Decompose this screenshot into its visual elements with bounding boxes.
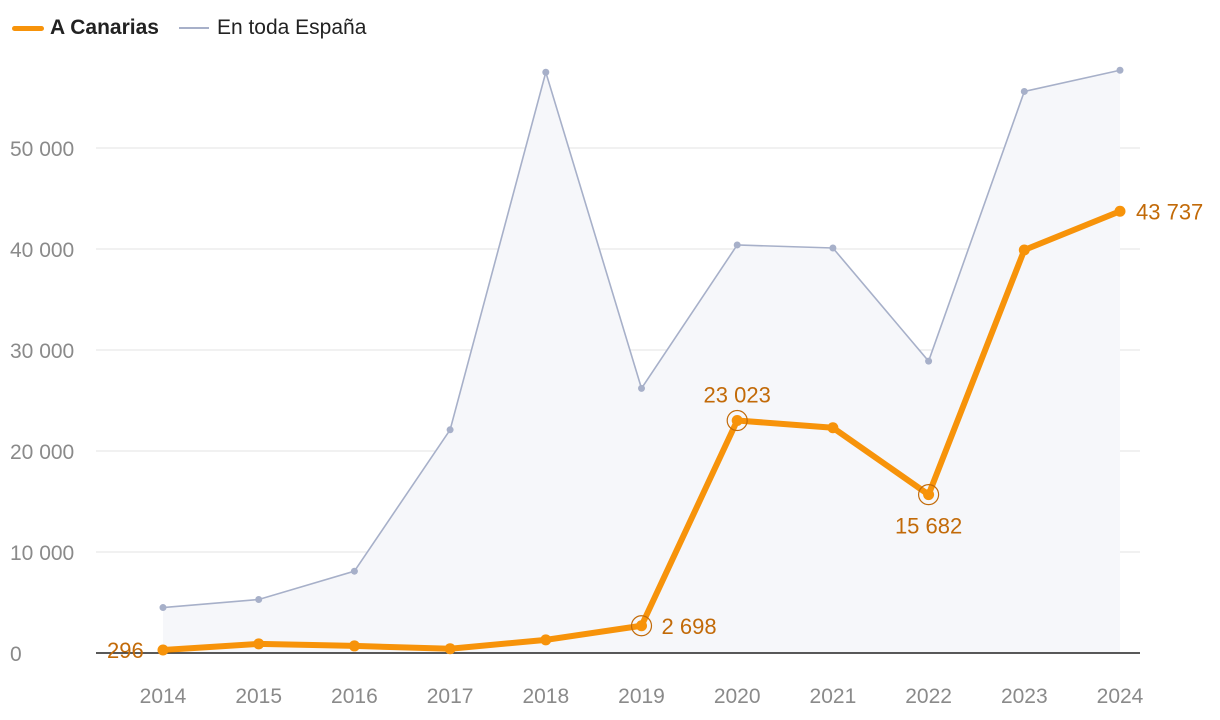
x-tick-label: 2020: [714, 685, 761, 708]
legend-swatch-canarias: [12, 25, 44, 31]
data-label: 23 023: [704, 382, 771, 407]
data-label: 15 682: [895, 514, 962, 539]
x-tick-label: 2021: [810, 685, 857, 708]
espana-point: [829, 244, 837, 252]
espana-area: [163, 70, 1120, 654]
x-tick-label: 2019: [618, 685, 665, 708]
espana-point: [159, 604, 167, 612]
y-tick-label: 20 000: [10, 441, 74, 464]
espana-point: [255, 595, 263, 603]
annotation-ring: [917, 484, 940, 506]
x-tick-label: 2016: [331, 685, 378, 708]
data-label: 2 698: [662, 614, 717, 639]
espana-point: [733, 241, 741, 249]
data-label: 296: [107, 638, 144, 663]
canarias-point: [348, 640, 360, 652]
canarias-point: [540, 634, 552, 646]
x-tick-label: 2014: [140, 685, 187, 708]
series-canarias: [157, 205, 1126, 656]
x-tick-label: 2017: [427, 685, 474, 708]
canarias-point: [636, 620, 647, 632]
legend-label-espana: En toda España: [216, 16, 367, 39]
y-tick-label: 40 000: [10, 239, 74, 262]
x-tick-label: 2018: [522, 685, 569, 708]
canarias-point: [1114, 205, 1126, 217]
x-axis: 2014 2015 2016 2017 2018 2019 2020 2021 2022 2023…: [96, 652, 1144, 708]
x-tick-label: 2023: [1001, 685, 1048, 708]
espana-point: [925, 357, 933, 365]
x-tick-label: 2022: [905, 685, 952, 708]
canarias-point: [157, 644, 169, 656]
annotation-ring: [726, 409, 748, 432]
legend-label-canarias: A Canarias: [50, 16, 159, 39]
x-tick-label: 2015: [235, 685, 282, 708]
y-tick-label: 50 000: [10, 138, 74, 161]
legend-item-canarias[interactable]: A Canarias: [12, 16, 159, 40]
canarias-point: [923, 489, 935, 501]
espana-point: [350, 567, 358, 575]
annotation-ring: [630, 615, 653, 637]
espana-point: [446, 426, 454, 434]
legend-item-espana[interactable]: En toda España: [178, 16, 367, 40]
canarias-point: [1018, 244, 1030, 256]
espana-area-fill: [163, 70, 1120, 654]
data-labels: 296 2 698 23 023 15 682 43 737: [107, 199, 1203, 663]
canarias-point: [444, 643, 456, 655]
espana-point: [638, 384, 645, 392]
data-label: 43 737: [1136, 199, 1203, 224]
espana-point: [1020, 87, 1028, 95]
y-tick-label: 0: [10, 643, 22, 666]
y-tick-label: 30 000: [10, 340, 74, 363]
espana-point: [1116, 66, 1124, 74]
espana-point: [542, 68, 550, 76]
legend-swatch-espana: [178, 27, 209, 29]
series-espana: [159, 66, 1124, 612]
canarias-point: [827, 422, 839, 434]
x-tick-label: 2024: [1097, 685, 1144, 708]
y-tick-label: 10 000: [10, 542, 74, 565]
legend: A Canarias En toda España: [12, 16, 386, 40]
canarias-point: [731, 414, 743, 426]
canarias-point: [253, 638, 265, 650]
